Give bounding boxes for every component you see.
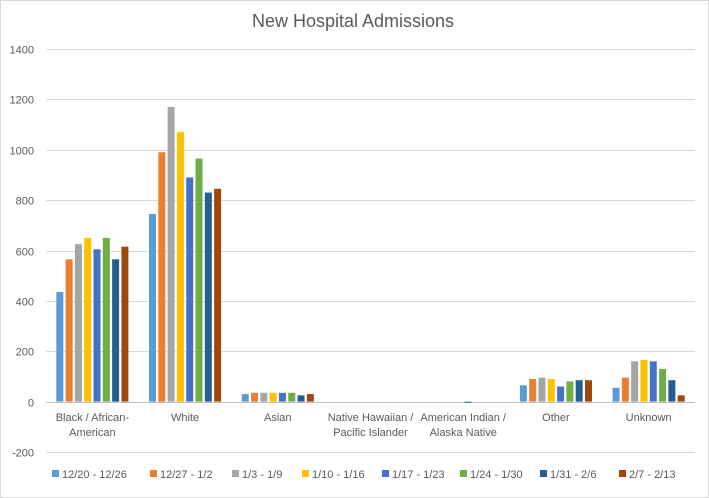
legend-label: 1/3 - 1/9 — [242, 469, 282, 481]
bar — [74, 244, 82, 402]
bar — [93, 249, 101, 402]
category-label: Native Hawaiian / — [328, 412, 415, 424]
legend-label: 1/17 - 1/23 — [392, 469, 445, 481]
bar — [278, 392, 286, 402]
bar — [297, 395, 305, 402]
bar — [668, 380, 676, 402]
bar — [631, 361, 639, 402]
bar — [186, 177, 194, 402]
legend-item: 12/20 - 12/26 — [52, 469, 127, 481]
legend-swatch — [150, 470, 157, 477]
y-tick-label: 1400 — [10, 45, 34, 57]
bar — [121, 246, 129, 402]
y-tick-label: -200 — [12, 448, 34, 460]
y-tick-label: 400 — [16, 297, 34, 309]
bar — [659, 368, 667, 402]
bar — [288, 392, 296, 402]
bar — [621, 377, 629, 402]
chart-title: New Hospital Admissions — [252, 11, 454, 31]
bar — [260, 392, 268, 402]
legend-item: 12/27 - 1/2 — [150, 469, 213, 481]
category-label: American Indian / — [420, 412, 507, 424]
y-tick-label: 1200 — [10, 95, 34, 107]
y-tick-label: 1000 — [10, 146, 34, 158]
legend-label: 12/20 - 12/26 — [62, 469, 127, 481]
legend-item: 1/31 - 2/6 — [540, 469, 596, 481]
legend-swatch — [460, 470, 467, 477]
bar — [167, 106, 175, 402]
y-axis-ticks: -200 0 200 400 600 800 1000 1200 1400 — [10, 45, 34, 460]
bar — [529, 378, 537, 402]
bar — [612, 387, 620, 402]
category-label: Pacific Islander — [333, 427, 408, 439]
bar — [158, 152, 166, 402]
bar — [149, 213, 157, 402]
legend-label: 12/27 - 1/2 — [160, 469, 213, 481]
category-label: Black / African- — [56, 412, 130, 424]
legend-item: 1/24 - 1/30 — [460, 469, 523, 481]
category-label: Alaska Native — [430, 427, 497, 439]
category-label: American — [69, 427, 115, 439]
bar — [538, 377, 546, 402]
y-tick-label: 200 — [16, 347, 34, 359]
gridlines — [46, 49, 695, 453]
legend-label: 1/24 - 1/30 — [470, 469, 523, 481]
legend-swatch — [382, 470, 389, 477]
legend-swatch — [52, 470, 59, 477]
bar — [176, 132, 184, 402]
bar — [204, 192, 212, 402]
legend: 12/20 - 12/26 12/27 - 1/2 1/3 - 1/9 1/10 - … — [52, 469, 675, 481]
bar — [102, 237, 110, 402]
legend-item: 1/17 - 1/23 — [382, 469, 445, 481]
legend-label: 2/7 - 2/13 — [629, 469, 675, 481]
legend-item: 2/7 - 2/13 — [619, 469, 675, 481]
bar — [56, 292, 64, 402]
category-label: White — [171, 412, 199, 424]
legend-swatch — [619, 470, 626, 477]
bar — [306, 394, 314, 402]
legend-swatch — [232, 470, 239, 477]
bar — [251, 392, 259, 402]
y-tick-label: 800 — [16, 196, 34, 208]
bar — [584, 380, 592, 402]
bar — [214, 188, 222, 402]
bars — [56, 106, 685, 403]
bar — [677, 395, 685, 402]
bar — [557, 386, 565, 402]
legend-label: 1/31 - 2/6 — [550, 469, 596, 481]
bar — [519, 385, 527, 402]
bar — [112, 259, 120, 402]
y-tick-label: 0 — [28, 398, 34, 410]
legend-item: 1/3 - 1/9 — [232, 469, 282, 481]
bar — [649, 361, 657, 402]
legend-swatch — [540, 470, 547, 477]
category-label: Other — [542, 412, 570, 424]
bar — [195, 158, 203, 402]
bar — [547, 378, 555, 402]
bar — [640, 360, 648, 402]
bar — [84, 237, 92, 402]
bar — [464, 401, 472, 403]
y-tick-label: 600 — [16, 247, 34, 259]
bar — [65, 259, 73, 402]
legend-swatch — [302, 470, 309, 477]
bar — [575, 380, 583, 402]
category-labels: Black / African- American White Asian Native… — [56, 412, 672, 439]
bar — [269, 392, 277, 402]
bar — [566, 381, 574, 402]
legend-label: 1/10 - 1/16 — [312, 469, 365, 481]
category-label: Unknown — [626, 412, 672, 424]
category-label: Asian — [264, 412, 292, 424]
legend-item: 1/10 - 1/16 — [302, 469, 365, 481]
bar — [241, 394, 249, 402]
